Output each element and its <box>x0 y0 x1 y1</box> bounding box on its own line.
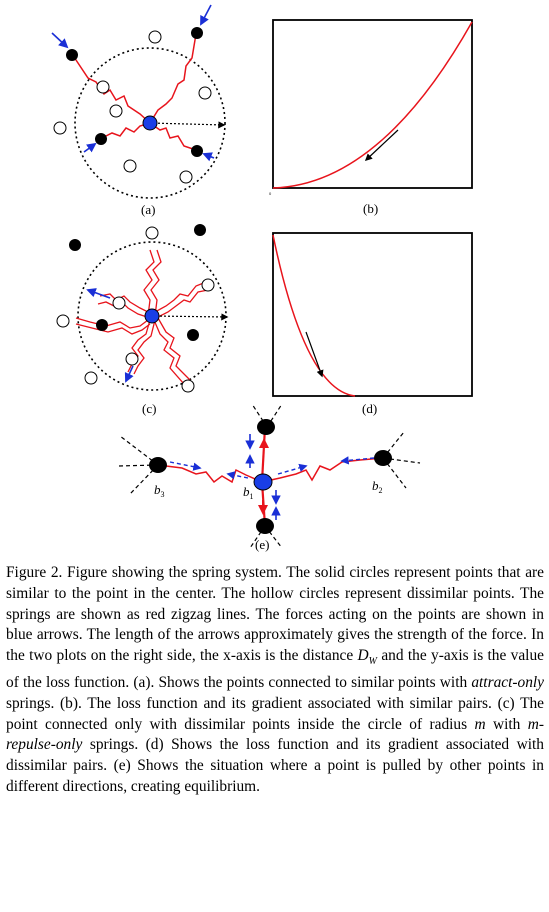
attract-spring <box>73 56 151 124</box>
center-point <box>142 115 158 131</box>
force-arrow <box>169 461 202 471</box>
spring <box>260 426 267 483</box>
dissimilar-point <box>123 159 137 173</box>
force-arrow <box>124 365 134 383</box>
plot-origin-label: 0 <box>269 191 272 196</box>
dissimilar-point <box>53 121 67 135</box>
caption-part: and the y-axis is the value of the loss … <box>6 647 544 692</box>
force-arrow <box>83 142 97 153</box>
figure-caption: Figure 2. Figure showing the spring syst… <box>6 563 544 798</box>
attract-spring <box>149 33 197 124</box>
plot-frame <box>272 232 473 397</box>
similar-point <box>191 145 203 157</box>
plot-frame <box>272 19 473 189</box>
dissimilar-point <box>201 278 215 292</box>
loss-curve <box>272 234 356 397</box>
force-arrow <box>200 4 212 26</box>
similar-point <box>69 239 81 251</box>
panel-e-label: (e) <box>255 537 269 552</box>
force-arrow <box>86 288 111 299</box>
similar-point <box>187 329 199 341</box>
dissimilar-point <box>179 170 193 184</box>
dissimilar-point <box>56 314 70 328</box>
similar-point-b3 <box>149 457 167 473</box>
caption-part: springs. (b). The loss function and its … <box>6 694 544 733</box>
panel-d-plot: (d) <box>272 232 473 416</box>
similar-point-b2 <box>374 450 392 466</box>
attract-spring <box>149 122 197 151</box>
dissimilar-point <box>96 80 110 94</box>
caption-part: with <box>485 715 528 733</box>
label-b1: b1 <box>243 484 254 501</box>
spring <box>261 457 384 483</box>
dissimilar-point <box>125 352 139 366</box>
similar-point <box>96 319 108 331</box>
spring-system-figure: (a) 0 (b) <box>51 4 473 552</box>
spring <box>157 464 263 484</box>
caption-italic: m-repulse-only <box>6 715 544 754</box>
panel-c-diagram: (c) <box>56 224 229 416</box>
similar-point <box>66 49 78 61</box>
dissimilar-point <box>112 296 126 310</box>
attract-spring <box>101 122 151 139</box>
similar-point <box>95 133 107 145</box>
dissimilar-point <box>145 226 159 240</box>
similar-point <box>256 518 274 534</box>
caption-part: springs. (d) Shows the loss function and… <box>6 736 544 796</box>
label-b3: b3 <box>154 482 165 499</box>
panel-d-label: (d) <box>362 401 377 416</box>
similar-point <box>194 224 206 236</box>
gradient-arrow <box>149 121 226 129</box>
center-point-b1 <box>253 473 273 491</box>
center-point <box>144 308 160 324</box>
force-arrow <box>226 471 249 480</box>
loss-curve <box>272 21 473 189</box>
gradient-arrow <box>364 129 399 161</box>
dw-symbol: DW <box>357 647 377 668</box>
caption-part: Figure 2. Figure showing the spring syst… <box>6 564 544 665</box>
dissimilar-point <box>181 379 195 393</box>
dissimilar-point <box>148 30 162 44</box>
gradient-arrow <box>151 313 229 321</box>
force-arrow <box>51 32 69 49</box>
similar-point <box>191 27 203 39</box>
label-b2: b2 <box>372 478 383 495</box>
caption-italic: m <box>474 715 486 733</box>
dissimilar-point <box>84 371 98 385</box>
panel-b-label: (b) <box>363 201 378 216</box>
panel-a-diagram: (a) <box>51 4 226 217</box>
similar-point <box>257 419 275 435</box>
gradient-arrow <box>305 331 324 378</box>
force-arrow <box>340 456 375 465</box>
force-arrow <box>277 463 308 475</box>
panel-a-label: (a) <box>141 202 155 217</box>
force-arrow <box>202 152 215 162</box>
panel-c-label: (c) <box>142 401 156 416</box>
panel-e-diagram: b3 b1 b2 (e) <box>117 403 421 552</box>
dissimilar-point <box>198 86 212 100</box>
panel-b-plot: 0 (b) <box>269 19 473 216</box>
dissimilar-point <box>109 104 123 118</box>
caption-italic: attract-only <box>471 674 544 692</box>
